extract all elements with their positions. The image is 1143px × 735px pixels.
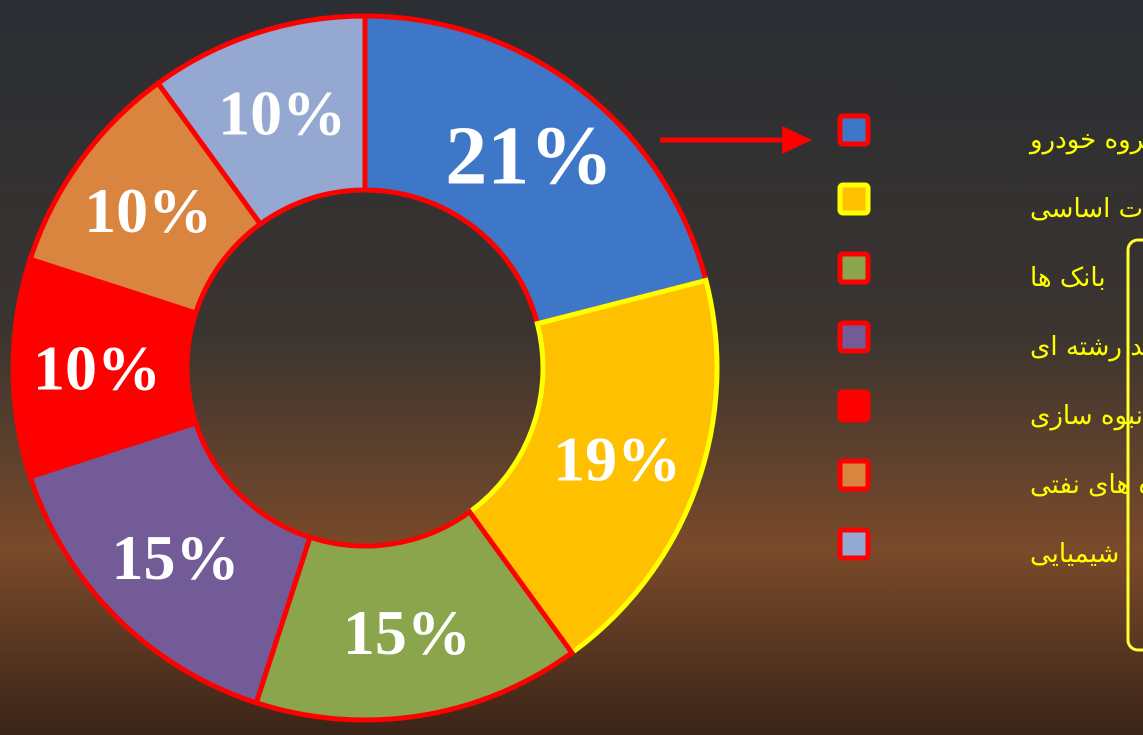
value-label: 10% — [84, 175, 212, 246]
slice — [27, 419, 314, 706]
side-panel — [1126, 238, 1143, 652]
slice — [253, 508, 576, 723]
legend-label: بانک ها — [1030, 263, 1106, 293]
legend-swatch — [837, 182, 871, 216]
value-label: 10% — [33, 333, 161, 404]
value-label: 10% — [218, 78, 346, 149]
value-label: 19% — [553, 423, 681, 494]
value-label: 21% — [445, 110, 613, 203]
legend-swatch — [837, 320, 871, 354]
legend-label: چند رشته ای — [1030, 332, 1143, 362]
legend-swatch — [837, 527, 871, 561]
value-label: 15% — [343, 597, 471, 668]
slice — [466, 277, 720, 657]
slice — [362, 13, 709, 327]
legend-swatch — [837, 251, 871, 285]
slice — [154, 13, 368, 228]
legend-label: گروه خودرو — [1028, 124, 1143, 155]
legend-label: فرآورده های نفتی — [1030, 468, 1143, 500]
legend-swatch — [837, 113, 871, 147]
arrow-head — [782, 126, 812, 154]
legend-swatch — [837, 458, 871, 492]
legend-label: فلزات اساسی — [1030, 194, 1143, 224]
legend-label: شیمیایی — [1030, 539, 1119, 569]
value-label: 15% — [111, 522, 239, 593]
legend-swatch — [837, 389, 871, 423]
legend-label: انبوه سازی — [1030, 401, 1143, 431]
